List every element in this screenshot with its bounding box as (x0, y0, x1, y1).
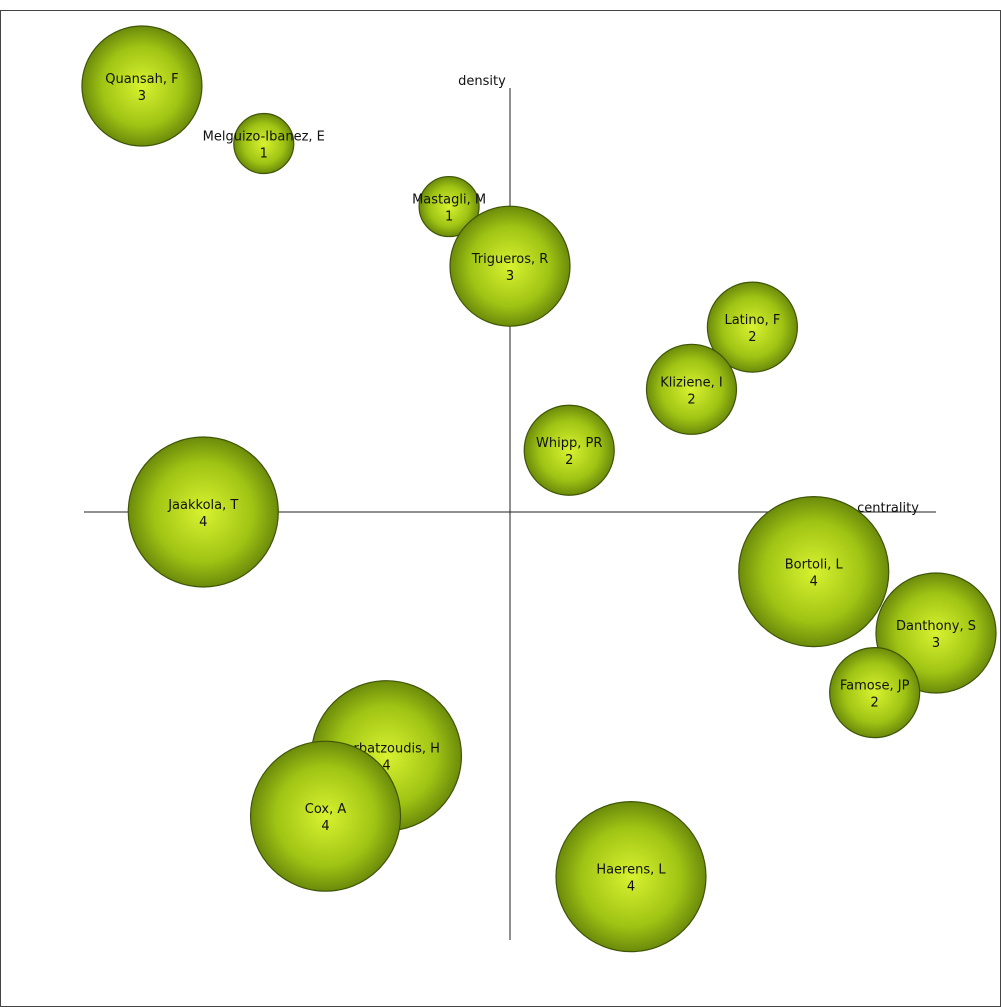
bubble-circle (233, 112, 295, 175)
bubble-value: 3 (506, 269, 514, 284)
bubble-label: Melguizo-Ibanez, E (203, 130, 325, 145)
bubble-value: 2 (871, 696, 879, 711)
bubble-value: 4 (321, 819, 329, 834)
bubble-label: Latino, F (724, 313, 780, 328)
bubble: Trigueros, R 3 (449, 205, 571, 327)
bubble-circle (829, 647, 921, 739)
bubble: Famose, JP 2 (829, 647, 921, 739)
bubble-circle (449, 205, 571, 327)
bubble: Mastagli, M 1 (412, 175, 486, 238)
bubble-circle (249, 740, 402, 892)
bubble-circle (127, 436, 279, 588)
bubble-label: Danthony, S (896, 619, 976, 634)
bubble-label: Mastagli, M (412, 193, 486, 208)
bubble-value: 2 (687, 392, 695, 407)
bubble: Melguizo-Ibanez, E 1 (203, 112, 325, 175)
bubble-circle (706, 281, 798, 373)
bubble-value: 4 (199, 515, 207, 530)
bubble: Cox, A 4 (249, 740, 402, 892)
bubble-circle (645, 343, 738, 435)
bubble-value: 3 (138, 89, 146, 104)
bubble-value: 3 (932, 636, 940, 651)
bubble-label: Cox, A (305, 802, 347, 817)
bubble: Quansah, F 3 (81, 25, 203, 147)
bubble-label: Quansah, F (105, 72, 178, 87)
bubble: Kliziene, I 2 (645, 343, 738, 435)
bubble: Bortoli, L 4 (738, 496, 890, 648)
bubble-circle (523, 404, 615, 496)
bubble-label: Bortoli, L (785, 558, 844, 573)
bubble: Jaakkola, T 4 (127, 436, 279, 588)
bubble-circle (555, 801, 707, 953)
bubble-circle (738, 496, 890, 648)
bubble-value: 2 (565, 453, 573, 468)
bubble-label: Kliziene, I (660, 375, 723, 390)
x-axis-label: centrality (857, 501, 919, 516)
bubble-value: 4 (627, 880, 635, 895)
bubble: Latino, F 2 (706, 281, 798, 373)
bubble-circle (81, 25, 203, 147)
bubble-value: 4 (382, 759, 390, 774)
bubble-circle (418, 175, 480, 238)
bubble-value: 1 (260, 147, 268, 162)
bubble-value: 1 (445, 210, 453, 225)
bubble-label: Jaakkola, T (167, 498, 238, 513)
bubble-value: 2 (748, 330, 756, 345)
bubble-label: Famose, JP (840, 679, 910, 694)
bubble: Whipp, PR 2 (523, 404, 615, 496)
y-axis-label: density (458, 74, 506, 89)
bubble-label: Trigueros, R (471, 252, 549, 267)
bubble-value: 4 (810, 575, 818, 590)
bubble-label: Haerens, L (596, 863, 666, 878)
bubble-label: Whipp, PR (536, 436, 602, 451)
bubble: Haerens, L 4 (555, 801, 707, 953)
